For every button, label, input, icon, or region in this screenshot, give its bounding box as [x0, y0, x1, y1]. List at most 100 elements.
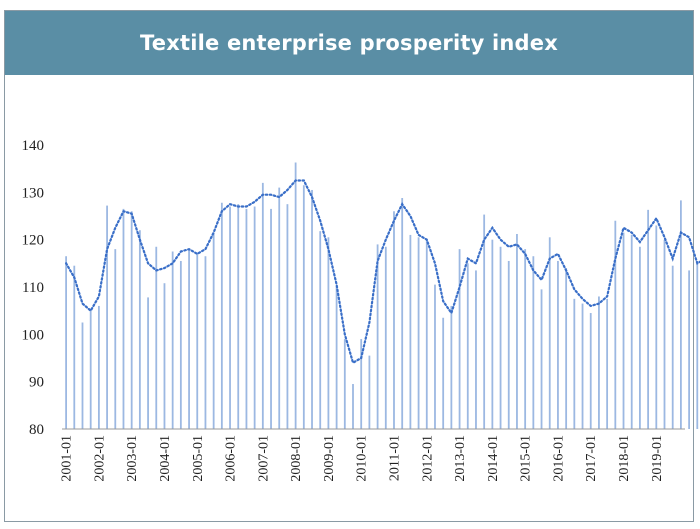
x-tick-label: 2008-01 — [289, 435, 304, 482]
x-tick-label: 2016-01 — [551, 435, 566, 482]
bar — [220, 202, 223, 429]
bar — [671, 265, 674, 429]
x-tick-label: 2014-01 — [486, 435, 501, 482]
bar — [516, 233, 518, 429]
bar — [630, 234, 633, 429]
y-tick-label: 100 — [22, 327, 45, 343]
bar — [655, 225, 658, 429]
bar — [663, 239, 666, 429]
x-tick-label: 2006-01 — [224, 435, 239, 482]
bar — [122, 208, 125, 429]
bar — [352, 384, 354, 429]
bar — [647, 209, 650, 429]
chart-frame: Textile enterprise prosperity index — [4, 10, 694, 522]
x-tick-label: 2010-01 — [355, 435, 370, 482]
bar — [327, 237, 330, 429]
bar — [147, 297, 149, 429]
x-tick-label: 2012-01 — [420, 435, 435, 482]
bar — [589, 313, 592, 429]
bar — [73, 265, 76, 429]
bar — [106, 205, 108, 429]
bar — [270, 208, 272, 429]
x-tick-label: 2005-01 — [191, 435, 206, 482]
bar — [81, 322, 84, 429]
chart-title: Textile enterprise prosperity index — [140, 31, 558, 55]
bar — [163, 283, 166, 429]
title-bar: Textile enterprise prosperity index — [5, 11, 693, 75]
x-tick-label: 2001-01 — [60, 435, 75, 482]
bar — [507, 260, 510, 429]
bar — [450, 305, 453, 429]
bar — [319, 231, 322, 429]
bar — [253, 206, 256, 429]
bar — [557, 260, 559, 429]
bar — [548, 237, 551, 429]
bar — [335, 286, 338, 429]
bar — [130, 211, 133, 429]
y-tick-label: 110 — [22, 280, 44, 296]
x-tick-label: 2002-01 — [92, 435, 107, 482]
bar — [384, 246, 387, 429]
bar — [294, 162, 297, 429]
x-tick-label: 2017-01 — [584, 435, 599, 482]
bar — [483, 214, 486, 429]
x-tick-label: 2007-01 — [256, 435, 271, 482]
bar — [598, 296, 600, 429]
bar — [229, 206, 231, 429]
bar — [155, 246, 158, 429]
x-tick-label: 2015-01 — [519, 435, 534, 482]
bar — [97, 305, 100, 429]
y-tick-label: 90 — [29, 375, 44, 391]
bar — [196, 253, 199, 429]
bar — [409, 234, 412, 429]
bar — [360, 339, 363, 429]
bar — [688, 270, 690, 429]
y-tick-label: 140 — [22, 138, 45, 154]
bar — [393, 211, 395, 429]
x-tick-label: 2011-01 — [387, 435, 402, 481]
x-tick-label: 2004-01 — [158, 435, 173, 482]
bar — [89, 310, 92, 429]
bar — [524, 249, 527, 429]
bar — [237, 204, 240, 429]
y-tick-label: 130 — [22, 185, 45, 201]
x-tick-label: 2003-01 — [125, 435, 140, 482]
bar — [171, 251, 174, 429]
bar — [639, 246, 641, 429]
bar — [532, 256, 535, 429]
bar — [614, 220, 617, 429]
bar — [417, 237, 420, 429]
bar — [581, 303, 584, 429]
bar — [376, 244, 379, 429]
bar — [261, 182, 264, 429]
bar — [343, 339, 346, 429]
bar — [311, 189, 313, 429]
x-tick-label: 2013-01 — [453, 435, 468, 482]
bar — [458, 249, 461, 429]
bar — [65, 256, 67, 429]
bar — [622, 232, 625, 429]
bar — [491, 239, 494, 429]
y-tick-label: 80 — [29, 422, 44, 438]
bar — [442, 317, 445, 429]
bar — [179, 260, 182, 429]
bar — [286, 204, 289, 429]
bar — [540, 289, 543, 429]
bar — [475, 270, 477, 429]
trend-line — [64, 179, 700, 365]
x-tick-label: 2019-01 — [650, 435, 665, 482]
bar — [138, 230, 141, 429]
bar — [606, 298, 609, 429]
bar — [114, 249, 117, 429]
bar — [434, 284, 436, 429]
bar — [565, 268, 568, 429]
bar — [425, 239, 428, 429]
bar — [573, 298, 576, 429]
bar — [278, 187, 281, 429]
bar — [212, 232, 215, 429]
y-tick-label: 120 — [22, 233, 45, 249]
bar — [204, 256, 207, 429]
bar — [466, 263, 469, 429]
bar — [245, 208, 248, 429]
